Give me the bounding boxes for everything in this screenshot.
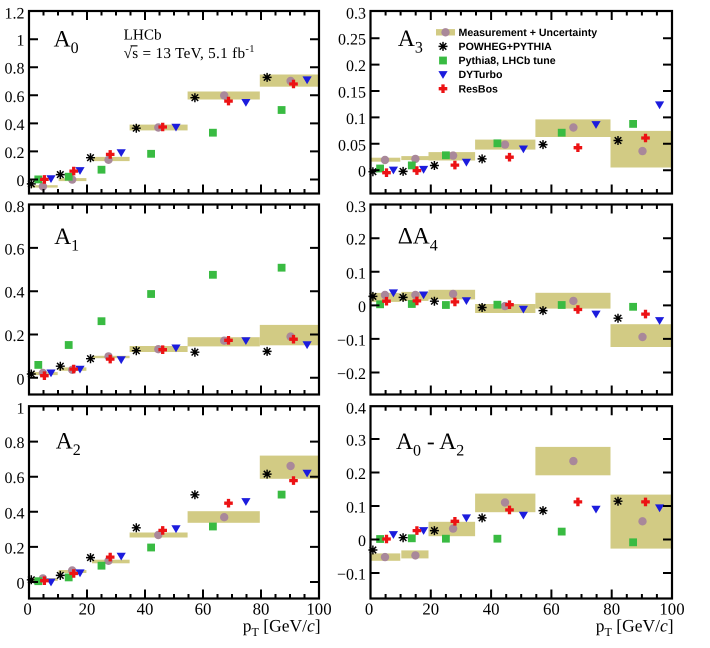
svg-text:60: 60: [543, 600, 560, 619]
svg-text:0.2: 0.2: [346, 232, 366, 249]
svg-text:0: 0: [358, 164, 366, 181]
svg-text:100: 100: [306, 600, 331, 619]
svg-text:1: 1: [17, 401, 25, 418]
svg-text:−0.1: −0.1: [337, 332, 366, 349]
svg-text:0.2: 0.2: [5, 540, 25, 557]
svg-text:0.1: 0.1: [346, 265, 366, 282]
svg-text:0.1: 0.1: [346, 111, 366, 128]
svg-text:0.15: 0.15: [338, 85, 366, 102]
svg-text:0.1: 0.1: [346, 500, 366, 517]
svg-text:0.6: 0.6: [5, 89, 25, 106]
svg-text:0.8: 0.8: [5, 199, 25, 216]
svg-text:pT [GeV/c]: pT [GeV/c]: [243, 616, 321, 640]
svg-text:40: 40: [483, 600, 500, 619]
svg-text:0.2: 0.2: [346, 466, 366, 483]
svg-text:0: 0: [17, 173, 25, 190]
svg-text:60: 60: [195, 600, 212, 619]
svg-text:80: 80: [603, 600, 620, 619]
svg-text:0: 0: [17, 576, 25, 593]
svg-text:0.2: 0.2: [5, 328, 25, 345]
svg-text:1.2: 1.2: [5, 6, 25, 23]
svg-text:0: 0: [17, 371, 25, 388]
svg-text:LHCb: LHCb: [124, 26, 162, 43]
svg-text:0: 0: [358, 533, 366, 550]
svg-text:0.3: 0.3: [346, 433, 366, 450]
svg-text:DYTurbo: DYTurbo: [459, 69, 503, 81]
svg-text:20: 20: [422, 600, 439, 619]
svg-text:20: 20: [79, 600, 96, 619]
svg-text:1: 1: [17, 33, 25, 50]
svg-text:0.4: 0.4: [5, 117, 25, 134]
svg-text:0.4: 0.4: [5, 505, 25, 522]
svg-text:Pythia8, LHCb tune: Pythia8, LHCb tune: [459, 55, 556, 67]
svg-text:0.6: 0.6: [5, 241, 25, 258]
svg-text:0.8: 0.8: [5, 435, 25, 452]
svg-text:0: 0: [358, 299, 366, 316]
svg-text:0.6: 0.6: [5, 470, 25, 487]
svg-text:0: 0: [23, 600, 31, 619]
svg-text:0.2: 0.2: [346, 58, 366, 75]
svg-text:0.3: 0.3: [346, 6, 366, 23]
svg-text:0.25: 0.25: [338, 32, 366, 49]
svg-text:0.4: 0.4: [5, 285, 25, 302]
svg-text:0: 0: [365, 600, 373, 619]
svg-text:ResBos: ResBos: [459, 83, 499, 95]
svg-text:pT [GeV/c]: pT [GeV/c]: [596, 616, 674, 640]
svg-text:−0.1: −0.1: [337, 567, 366, 584]
svg-text:Measurement + Uncertainty: Measurement + Uncertainty: [459, 27, 598, 39]
svg-text:0.8: 0.8: [5, 61, 25, 78]
svg-text:A0 - A2: A0 - A2: [396, 429, 464, 460]
svg-text:√s = 13 TeV, 5.1 fb-1: √s = 13 TeV, 5.1 fb-1: [124, 44, 255, 62]
svg-text:0.05: 0.05: [338, 137, 366, 154]
svg-text:80: 80: [253, 600, 270, 619]
svg-text:0.4: 0.4: [346, 401, 366, 418]
svg-text:100: 100: [659, 600, 684, 619]
svg-text:POWHEG+PYTHIA: POWHEG+PYTHIA: [459, 41, 553, 53]
svg-text:−0.2: −0.2: [337, 366, 366, 383]
svg-text:0.2: 0.2: [5, 145, 25, 162]
svg-text:0.3: 0.3: [346, 199, 366, 216]
svg-text:40: 40: [137, 600, 154, 619]
